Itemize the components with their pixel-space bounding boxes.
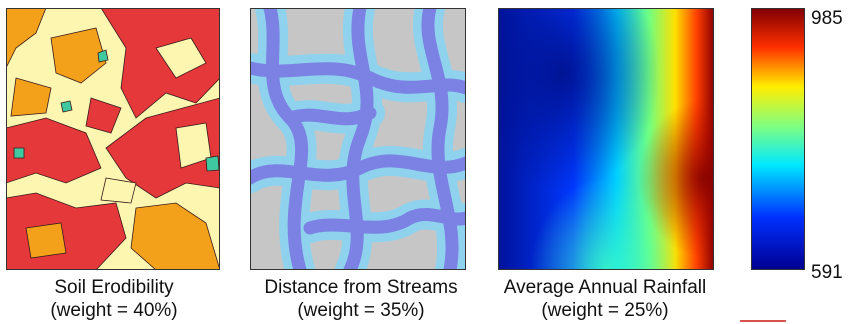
soil-erodibility-map: [6, 8, 220, 270]
stream-caption: Distance from Streams (weight = 35%): [245, 276, 477, 322]
legend-max-label: 985: [811, 8, 843, 29]
accent-line: [740, 320, 786, 322]
soil-caption: Soil Erodibility (weight = 40%): [0, 276, 228, 322]
stream-weight: (weight = 35%): [297, 300, 425, 321]
stream-distance-map: [250, 8, 466, 270]
rainfall-color-legend: [751, 8, 805, 275]
soil-title: Soil Erodibility: [54, 277, 174, 298]
stream-title: Distance from Streams: [264, 277, 458, 298]
rain-caption: Average Annual Rainfall (weight = 25%): [487, 276, 723, 322]
rain-title: Average Annual Rainfall: [503, 277, 707, 298]
soil-weight: (weight = 40%): [50, 300, 178, 321]
legend-min-label: 591: [811, 262, 843, 283]
rainfall-map: [498, 8, 714, 270]
rain-weight: (weight = 25%): [541, 300, 669, 321]
